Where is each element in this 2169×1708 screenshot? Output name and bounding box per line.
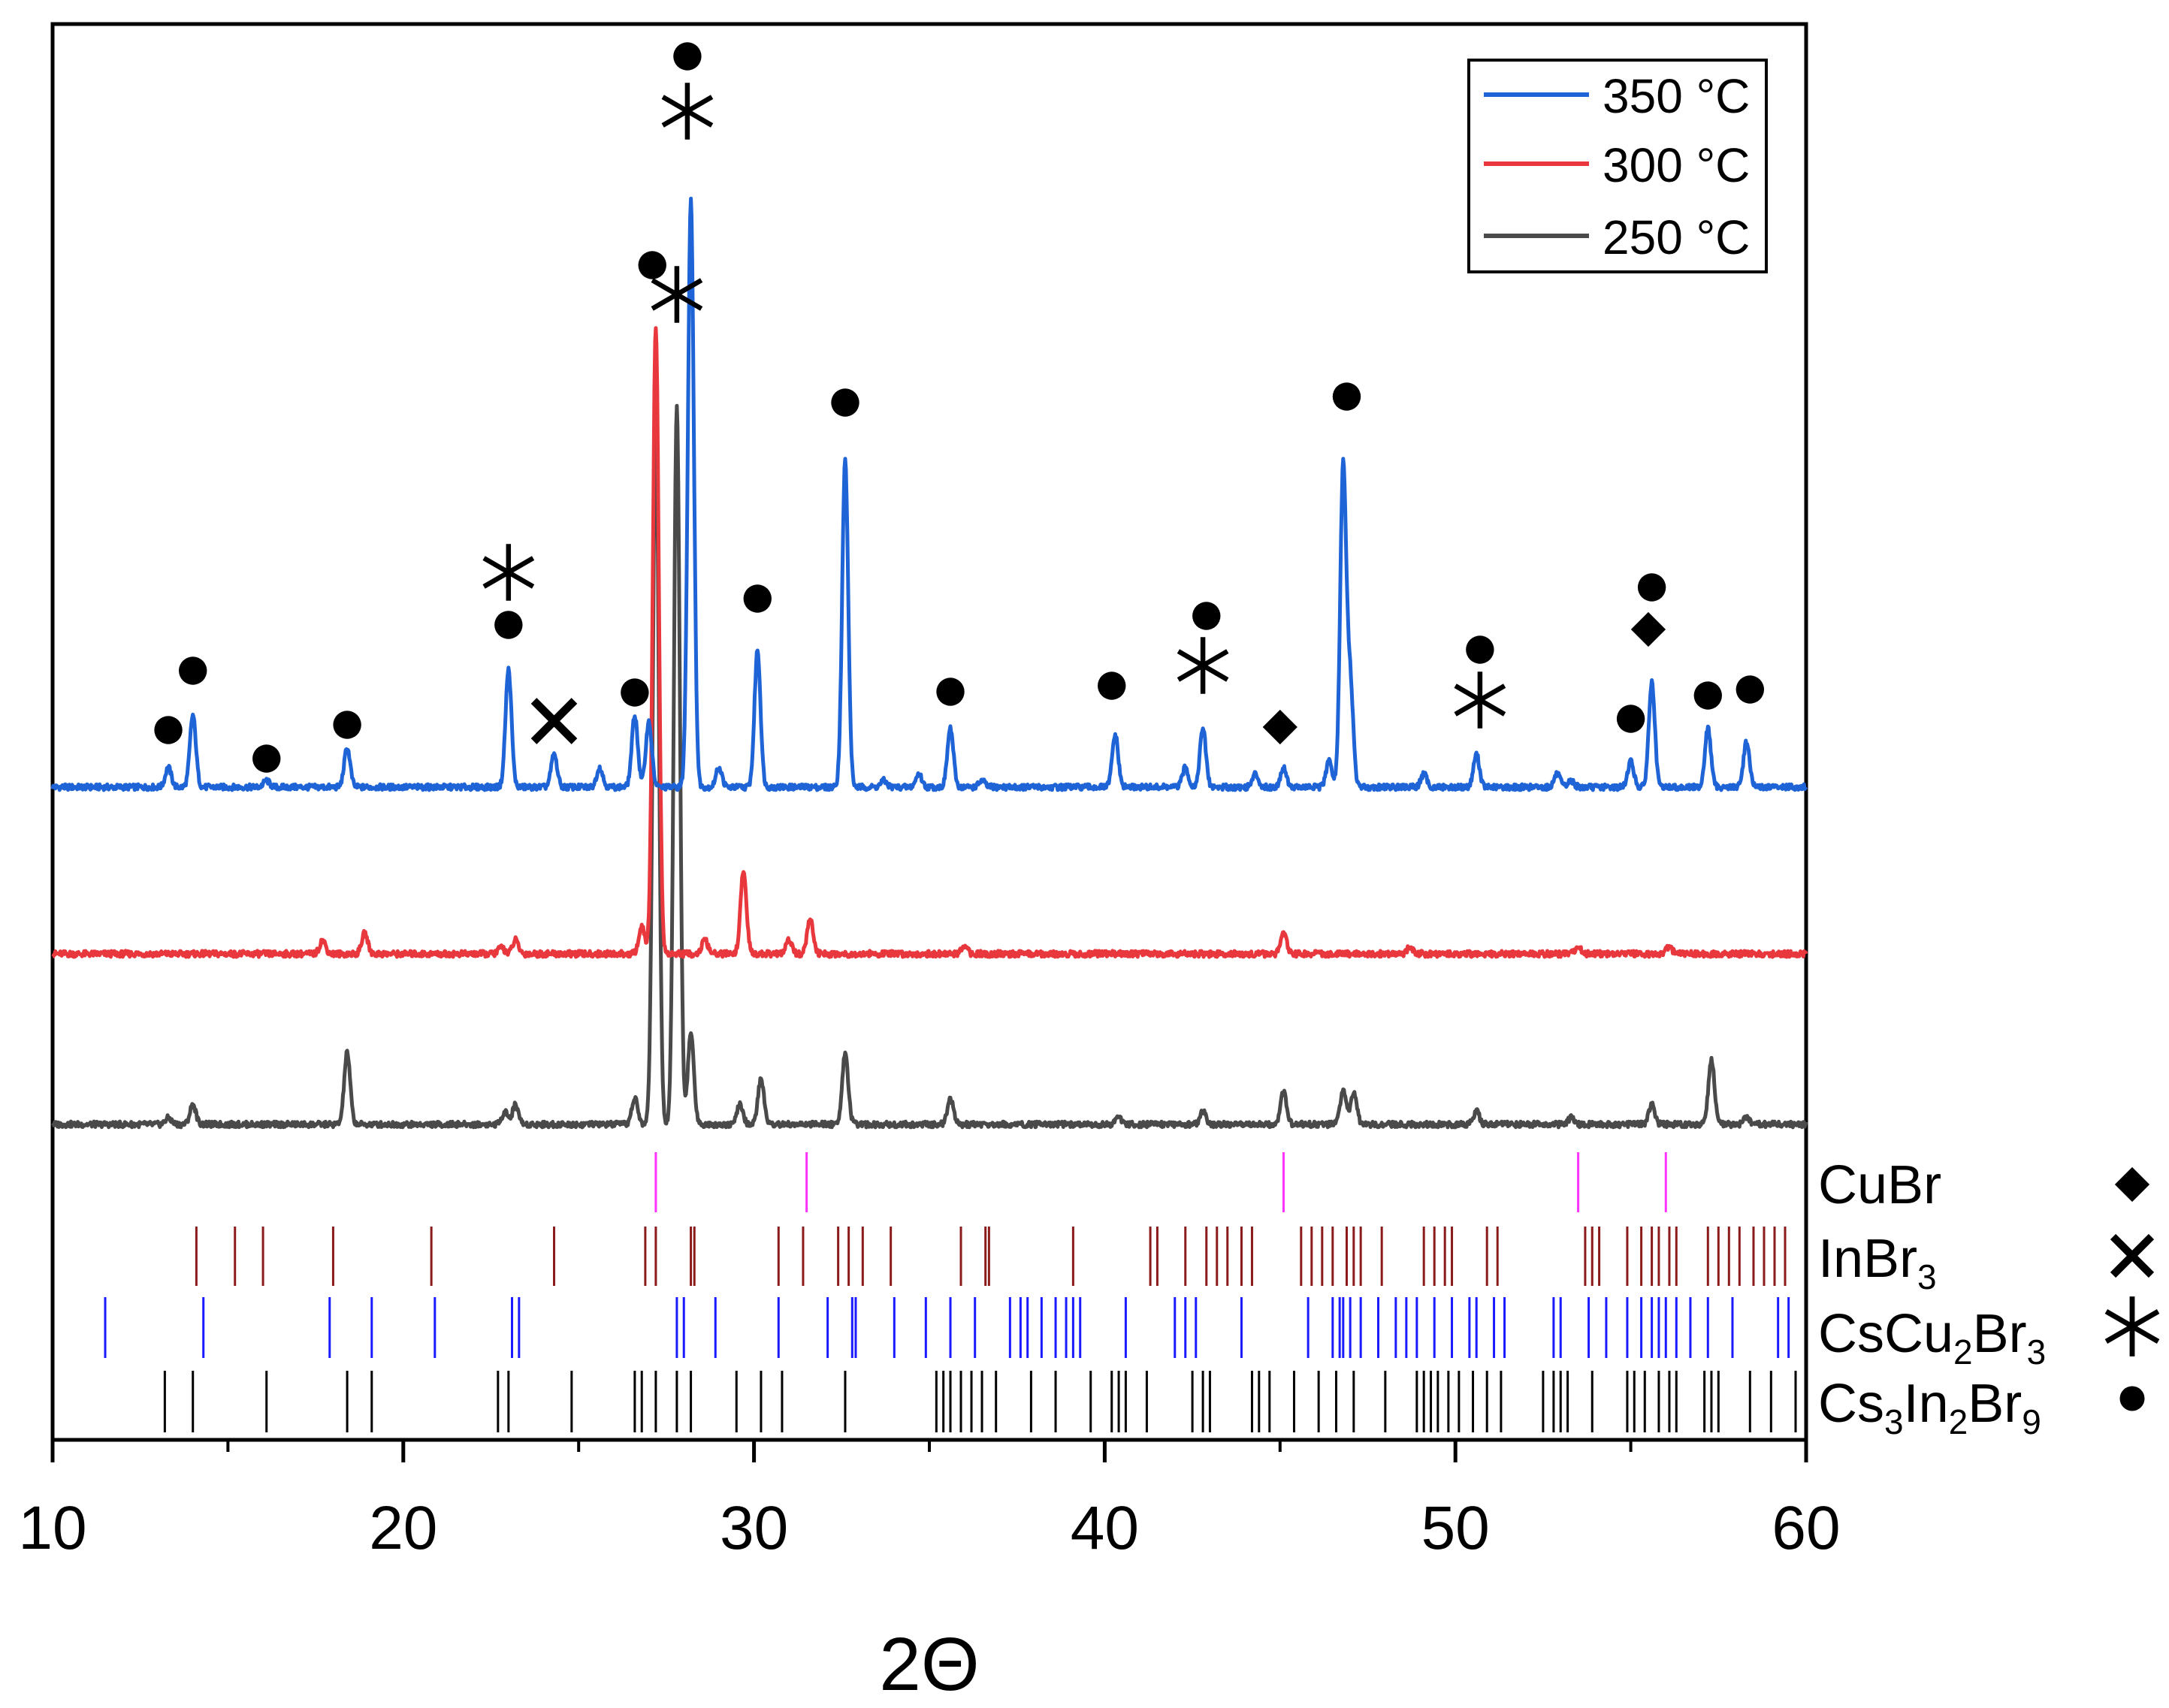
peak-marker-asterisk — [661, 83, 714, 140]
peak-marker-circle — [638, 251, 666, 279]
peak-marker-circle — [494, 611, 523, 639]
peak-marker-circle — [1637, 573, 1666, 602]
peak-marker-circle — [1616, 705, 1645, 733]
series-lines — [50, 196, 1808, 1130]
peak-marker-circle — [1693, 681, 1722, 710]
peak-marker-circle — [936, 677, 965, 706]
phase-symbol-asterisk — [2104, 1296, 2160, 1356]
peak-marker-circle — [831, 388, 859, 417]
peak-marker-circle — [1332, 382, 1361, 411]
legend-entry: 300 °C — [1484, 138, 1750, 192]
peak-marker-diamond — [1630, 611, 1666, 647]
legend-label: 350 °C — [1603, 69, 1750, 123]
phase-symbol-cross — [2110, 1233, 2155, 1278]
x-tick-label: 40 — [1071, 1494, 1139, 1562]
peak-marker-cross — [530, 698, 578, 744]
legend-entry: 350 °C — [1484, 69, 1750, 123]
x-tick-label: 60 — [1772, 1494, 1840, 1562]
legend-entries: 350 °C 300 °C 250 °C — [1484, 69, 1750, 264]
peak-marker-circle — [179, 656, 207, 685]
peak-marker-circle — [1192, 602, 1221, 630]
x-axis-title: 2Θ — [879, 1622, 979, 1706]
phase-symbol-diamond — [2114, 1166, 2150, 1203]
x-tick-label: 30 — [720, 1494, 788, 1562]
phase-label: CuBr — [1818, 1155, 1941, 1215]
phase-label: CsCu2Br3 — [1818, 1304, 2046, 1372]
peak-marker-circle — [1466, 635, 1494, 664]
series-line-250 — [50, 402, 1808, 1130]
x-tick-label: 20 — [369, 1494, 437, 1562]
peak-marker-circle — [743, 584, 772, 613]
peak-annotations — [154, 42, 1765, 773]
phase-label: Cs3In2Br9 — [1818, 1374, 2041, 1441]
x-tick-label: 50 — [1421, 1494, 1490, 1562]
reference-row: CuBr — [654, 1152, 2150, 1215]
legend-label: 250 °C — [1603, 210, 1750, 264]
x-tick-label: 10 — [18, 1494, 86, 1562]
peak-marker-circle — [1736, 675, 1765, 704]
phase-label: InBr3 — [1818, 1229, 1937, 1296]
peak-marker-circle — [154, 716, 183, 744]
phase-symbol-circle — [2119, 1386, 2145, 1411]
peak-marker-asterisk — [1454, 671, 1506, 729]
legend-label: 300 °C — [1603, 138, 1750, 192]
series-line-350 — [50, 196, 1808, 792]
series-line-300 — [51, 326, 1808, 959]
reference-row: CsCu2Br3 — [104, 1296, 2160, 1372]
peak-marker-asterisk — [482, 544, 535, 601]
x-axis: 10 20 30 40 50 60 — [18, 1440, 1841, 1562]
peak-marker-asterisk — [1177, 637, 1229, 694]
peak-marker-circle — [252, 744, 281, 773]
reference-row: InBr3 — [195, 1227, 2155, 1296]
reference-row: Cs3In2Br9 — [163, 1371, 2145, 1441]
legend: 350 °C 300 °C 250 °C — [1467, 59, 1768, 273]
peak-marker-circle — [673, 42, 702, 71]
peak-marker-asterisk — [651, 266, 703, 323]
peak-marker-circle — [333, 711, 361, 739]
legend-entry: 250 °C — [1484, 210, 1750, 264]
peak-marker-circle — [1098, 671, 1126, 700]
peak-marker-circle — [621, 678, 649, 707]
peak-marker-diamond — [1262, 709, 1297, 745]
